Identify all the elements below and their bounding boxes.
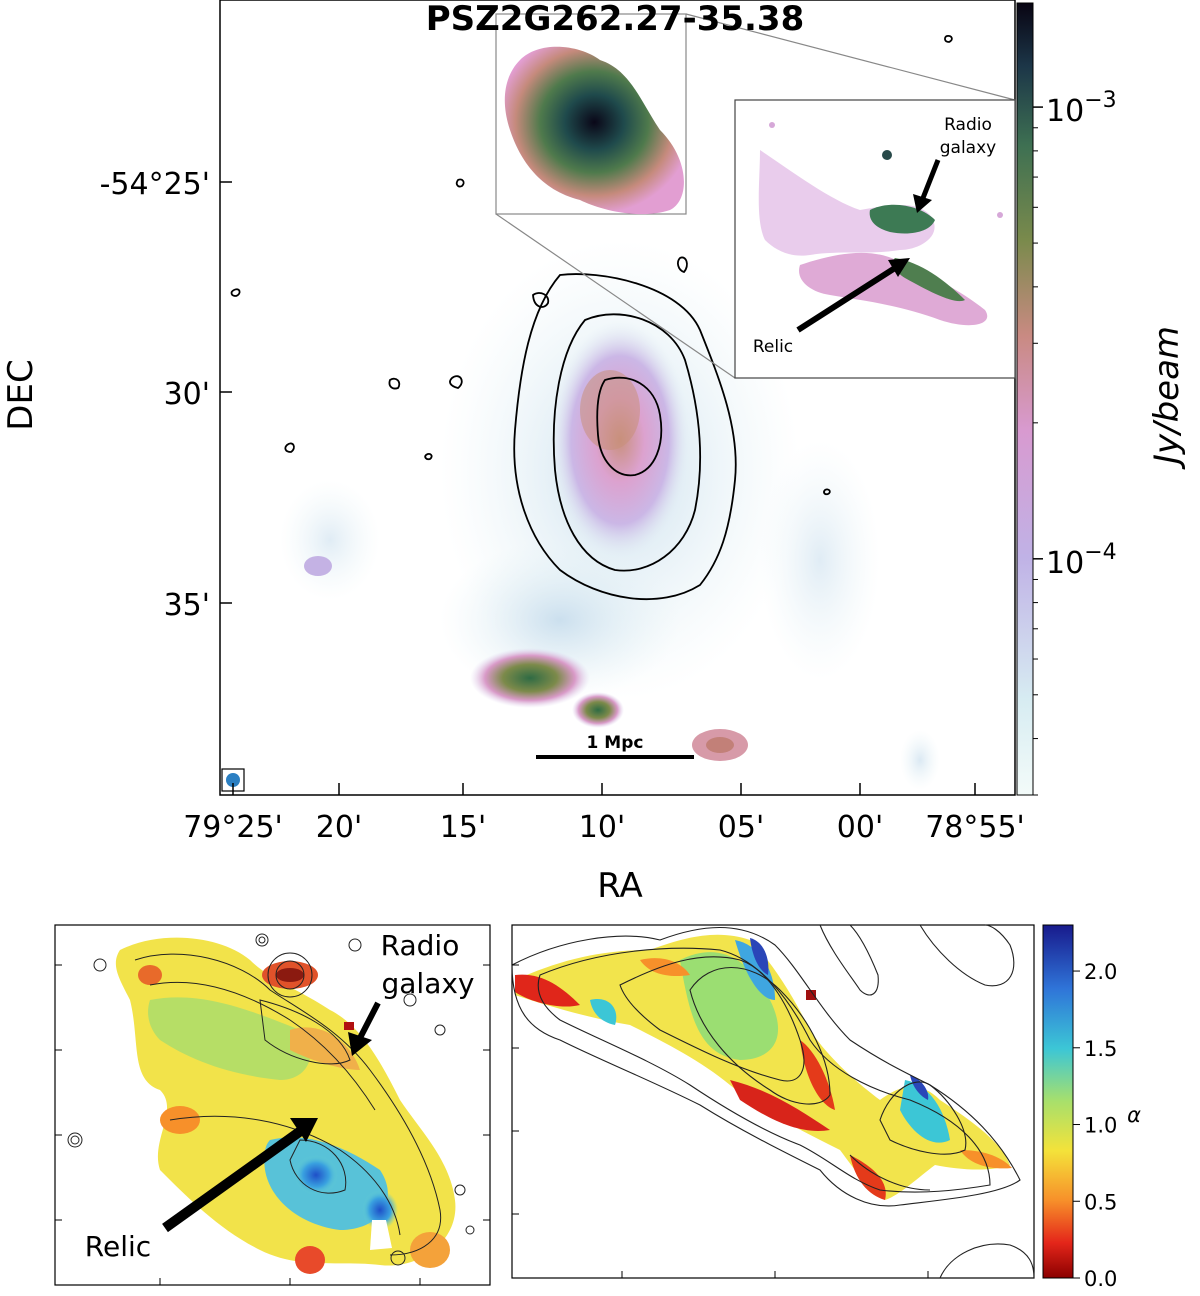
x-tick-label: 00' [837, 810, 883, 845]
label-radio: Radio [381, 929, 460, 962]
spectral-index-panel: Radio galaxy Relic [54, 924, 491, 1286]
spectral-index-zoom-panel [511, 924, 1035, 1279]
label-relic: Relic [85, 1230, 151, 1263]
colorbar-alpha-tick-label: 1.0 [1084, 1114, 1117, 1138]
x-tick-label: 10' [579, 810, 625, 845]
x-tick-label: 15' [440, 810, 486, 845]
x-tick-label: 20' [316, 810, 362, 845]
scale-bar-label: 1 Mpc [587, 733, 644, 753]
inset-arrows [796, 159, 941, 333]
colorbar-alpha-tick-label: 1.5 [1084, 1037, 1117, 1061]
inset-label-galaxy: galaxy [940, 138, 996, 158]
y-axis-label: DEC [1, 359, 41, 430]
y-tick-label: 30' [164, 377, 210, 412]
colorbar-alpha: 0.0 0.5 1.0 1.5 2.0 α [1042, 924, 1141, 1291]
inset-label-radio: Radio [944, 115, 992, 135]
inset-emission [758, 122, 1003, 326]
colorbar-alpha-label: α [1127, 1103, 1141, 1127]
x-tick-labels: 79°25' 20' 15' 10' 05' 00' 78°55' [183, 810, 1025, 845]
colorbar-flux-label: Jy/beam [1147, 326, 1187, 470]
colorbar-alpha-tick-label: 2.0 [1084, 960, 1117, 984]
colorbar-alpha-tick-label: 0.5 [1084, 1190, 1117, 1214]
beam-ellipse [226, 773, 240, 787]
x-tick-label: 05' [718, 810, 764, 845]
x-axis-label: RA [597, 866, 643, 906]
colorbar-flux-tick-label: 10−4 [1046, 540, 1117, 581]
main-title: PSZ2G262.27-35.38 [426, 0, 804, 39]
label-galaxy: galaxy [381, 967, 474, 1000]
colorbar-flux: 10−3 10−4 Jy/beam [1016, 2, 1187, 796]
y-tick-label: 35' [164, 588, 210, 623]
colorbar-flux-tick-label: 10−3 [1046, 88, 1117, 129]
y-tick-label: -54°25' [100, 167, 210, 202]
y-tick-labels: -54°25' 30' 35' [100, 167, 210, 623]
x-tick-label: 78°55' [925, 810, 1025, 845]
main-image-panel: Radio galaxy Relic 1 Mpc [219, 0, 1016, 796]
colorbar-alpha-tick-label: 0.0 [1084, 1267, 1117, 1291]
inset-label-relic: Relic [753, 337, 793, 357]
panel-arrows [162, 1001, 381, 1233]
x-tick-label: 79°25' [183, 810, 283, 845]
